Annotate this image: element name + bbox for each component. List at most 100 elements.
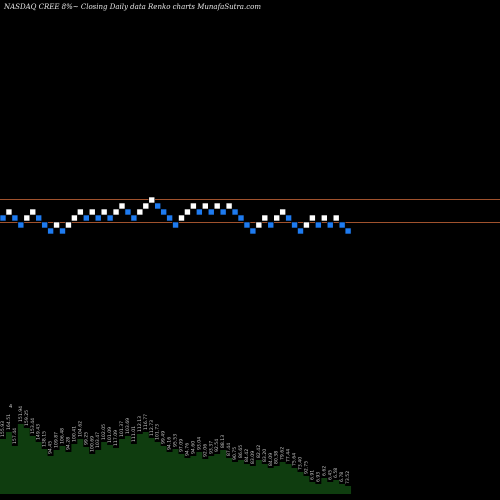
renko-brick-down: [237, 214, 245, 222]
volume-label: 84.09: [268, 453, 274, 466]
chart-title: NASDAQ CREE 8%~ Closing Daily data Renko…: [4, 3, 261, 11]
renko-brick-up: [303, 221, 310, 229]
renko-brick-up: [23, 214, 31, 222]
renko-brick-up: [225, 202, 233, 210]
volume-label: 92.75: [303, 461, 309, 474]
renko-brick-down: [249, 227, 257, 235]
renko-brick-down: [0, 214, 7, 222]
volume-label: 138.15: [42, 431, 48, 447]
renko-bricks: [0, 196, 352, 235]
volume-label: 92.06: [202, 444, 208, 457]
volume-label: 151.94: [18, 406, 24, 422]
volume-label: 99.25: [83, 432, 89, 445]
volume-label: 106.48: [60, 428, 66, 444]
volume-label: 104.62: [77, 421, 83, 437]
volume-label: 149.43: [36, 424, 42, 440]
renko-brick-up: [255, 221, 263, 229]
volume-label: 83.20: [262, 449, 268, 462]
renko-brick-up: [53, 221, 60, 229]
renko-brick-up: [184, 208, 191, 216]
renko-brick-up: [5, 208, 13, 216]
renko-brick-down: [59, 227, 66, 235]
volume-label: 6.58: [333, 468, 339, 478]
renko-brick-down: [47, 227, 54, 235]
renko-brick-down: [267, 221, 275, 229]
volume-label: 75.64: [292, 453, 298, 466]
volume-label: 6.78: [339, 472, 345, 482]
renko-brick-up: [148, 196, 156, 204]
volume-label: 117.09: [113, 430, 119, 446]
volume-label: 92.54: [214, 439, 220, 452]
renko-brick-down: [297, 227, 304, 235]
volume-label: 94.16: [167, 437, 173, 450]
volume-label: 109.87: [54, 432, 60, 448]
renko-brick-up: [320, 214, 328, 222]
volume-label: 94.60: [190, 441, 196, 454]
renko-brick-up: [309, 214, 316, 222]
renko-brick-down: [285, 214, 292, 222]
volume-label: 90.75: [232, 447, 238, 460]
renko-brick-up: [65, 221, 72, 229]
renko-brick-up: [202, 202, 209, 210]
renko-brick-up: [100, 208, 108, 216]
renko-brick-down: [17, 221, 25, 229]
volume-label: 80.38: [274, 451, 280, 464]
volume-label: 101.09: [107, 427, 113, 443]
renko-brick-up: [112, 208, 120, 216]
renko-brick-down: [106, 214, 114, 222]
volume-label: 6.62: [321, 466, 327, 476]
volume-label: 88.13: [220, 435, 226, 448]
renko-brick-down: [11, 214, 19, 222]
volume-label: 6.93: [315, 472, 321, 482]
renko-brick-down: [160, 208, 167, 216]
volume-label: 77.44: [286, 449, 292, 462]
volume-label: 116.77: [143, 414, 149, 430]
volume-label: 73.40: [298, 457, 304, 470]
volume-label: 103.47: [95, 432, 101, 448]
volume-label: 6.45: [327, 470, 333, 480]
volume-label: 100.41: [71, 426, 77, 442]
renko-brick-up: [261, 214, 269, 222]
volume-label: 157.44: [12, 428, 18, 444]
volume-label: 99.49: [161, 431, 167, 444]
volume-label: 6.91: [309, 470, 315, 480]
renko-brick-up: [273, 214, 281, 222]
renko-brick-up: [332, 214, 340, 222]
renko-brick-down: [219, 208, 227, 216]
renko-brick-down: [338, 221, 346, 229]
volume-label: 155.93: [0, 421, 6, 437]
volume-label: 94.45: [48, 441, 54, 454]
volume-label: 93.04: [196, 437, 202, 450]
volume-marker: 4: [9, 404, 12, 410]
volume-label: 82.42: [256, 445, 262, 458]
renko-brick-up: [77, 208, 84, 216]
volume-label: 164.51: [6, 414, 12, 430]
volume-label: 103.69: [125, 418, 131, 434]
renko-brick-down: [291, 221, 298, 229]
renko-brick-down: [207, 208, 215, 216]
volume-bars: [0, 424, 352, 494]
renko-brick-down: [154, 202, 161, 210]
renko-brick-down: [83, 214, 90, 222]
renko-brick-up: [118, 202, 126, 210]
volume-label: 79.62: [280, 447, 286, 460]
volume-label: 93.37: [208, 441, 214, 454]
renko-brick-down: [94, 214, 102, 222]
renko-brick-up: [213, 202, 221, 210]
volume-label: 101.73: [155, 424, 161, 440]
renko-brick-down: [326, 221, 334, 229]
renko-brick-up: [190, 202, 197, 210]
renko-brick-up: [88, 208, 96, 216]
renko-brick-down: [243, 221, 251, 229]
volume-label: 84.42: [244, 449, 250, 462]
renko-brick-up: [142, 202, 150, 210]
volume-label: 94.76: [184, 443, 190, 456]
renko-brick-down: [196, 208, 203, 216]
volume-label: 101.37: [119, 421, 125, 437]
renko-brick-up: [71, 214, 78, 222]
volume-label: 95.53: [173, 434, 179, 447]
volume-label: 153.44: [30, 418, 36, 434]
volume-label: 112.13: [137, 416, 143, 432]
